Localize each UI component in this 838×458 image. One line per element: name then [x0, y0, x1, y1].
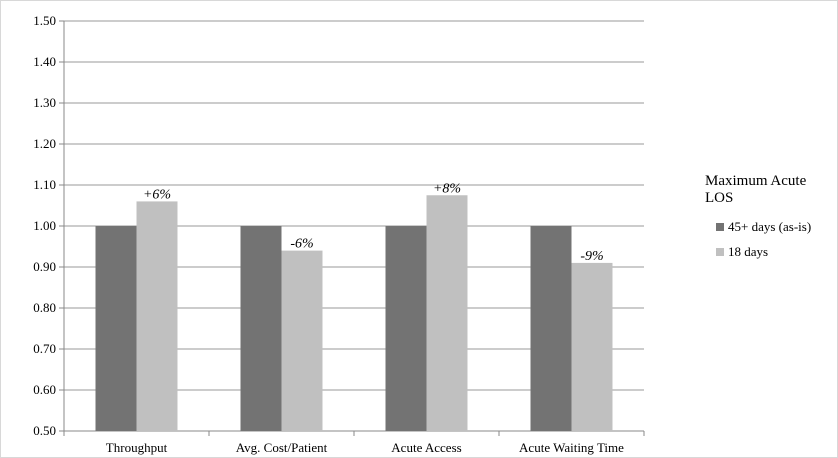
- legend-label-series-0: 45+ days (as-is): [728, 219, 812, 234]
- bars: [95, 195, 613, 431]
- legend-swatch-series-0: [716, 223, 724, 231]
- data-label-series-1-0: +6%: [143, 187, 171, 202]
- bar-series-0-3: [530, 226, 572, 431]
- data-label-series-1-3: -9%: [580, 249, 603, 264]
- bar-series-0-1: [240, 226, 282, 431]
- legend-title: Maximum Acute LOS: [705, 173, 807, 206]
- y-tick-label-0: 0.50: [33, 423, 56, 438]
- data-label-series-1-1: -6%: [290, 237, 313, 252]
- y-tick-label-4: 0.90: [33, 259, 56, 274]
- y-tick-label-5: 1.00: [33, 218, 56, 233]
- y-tick-label-9: 1.40: [33, 54, 56, 69]
- legend-item-series-1: 18 days: [716, 244, 837, 260]
- axes: 0.50 0.60 0.70 0.80 0.90 1.00 1.10 1.20 1.30 1.40…: [33, 13, 645, 438]
- bar-series-1-2: [426, 195, 468, 431]
- legend-swatch-series-1: [716, 248, 724, 256]
- y-tick-label-2: 0.70: [33, 341, 56, 356]
- labels: +6% Throughput -6% Avg. Cost/Patient +8% Acut…: [106, 181, 624, 455]
- data-label-series-1-2: +8%: [433, 181, 461, 196]
- x-category-label-1: Avg. Cost/Patient: [236, 440, 328, 455]
- legend: Maximum Acute LOS 45+ days (as-is) 18 da…: [705, 173, 837, 269]
- y-tick-label-7: 1.20: [33, 136, 56, 151]
- y-tick-label-8: 1.30: [33, 95, 56, 110]
- x-category-label-0: Throughput: [106, 440, 168, 455]
- y-tick-label-1: 0.60: [33, 382, 56, 397]
- y-tick-label-3: 0.80: [33, 300, 56, 315]
- bar-series-1-1: [281, 250, 323, 431]
- x-category-label-3: Acute Waiting Time: [519, 440, 624, 455]
- bar-series-0-0: [95, 226, 137, 431]
- bar-series-1-3: [571, 262, 613, 431]
- x-category-label-2: Acute Access: [391, 440, 461, 455]
- y-tick-label-10: 1.50: [33, 13, 56, 28]
- legend-item-series-0: 45+ days (as-is): [716, 219, 837, 235]
- y-tick-label-6: 1.10: [33, 177, 56, 192]
- bar-series-0-2: [385, 226, 427, 431]
- legend-label-series-1: 18 days: [728, 244, 769, 259]
- bar-series-1-0: [136, 201, 178, 431]
